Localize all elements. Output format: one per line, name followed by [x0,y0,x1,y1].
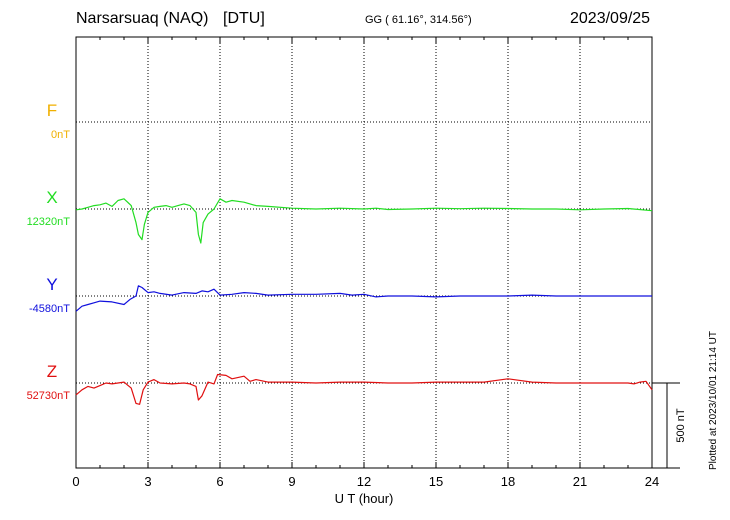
plot-date: 2023/09/25 [570,10,651,27]
x-tick-label: 9 [288,474,295,489]
station-coordinates: GG ( 61.16°, 314.56°) [365,14,472,26]
x-tick-label: 24 [645,474,659,489]
series-line-x [75,198,653,244]
x-tick-label: 21 [573,474,587,489]
channel-baseline-z: 52730nT [27,390,71,402]
channel-label-y: Y [46,275,57,294]
x-axis-label: U T (hour) [335,491,394,506]
channel-baseline-f: 0nT [51,129,70,141]
x-tick-label: 3 [144,474,151,489]
channel-label-x: X [46,188,57,207]
x-tick-label: 0 [72,474,79,489]
series-line-y [75,285,652,312]
x-tick-label: 12 [357,474,371,489]
channel-baseline-y: -4580nT [29,303,70,315]
x-tick-label: 15 [429,474,443,489]
series-line-z [75,373,653,405]
channel-baseline-x: 12320nT [27,216,71,228]
scale-bar-label: 500 nT [675,408,687,443]
channel-label-f: F [47,101,57,120]
plotted-at-stamp: Plotted at 2023/10/01 21:14 UT [708,331,719,470]
institute-label: [DTU] [223,10,265,27]
x-tick-label: 6 [216,474,223,489]
station-title: Narsarsuaq (NAQ) [76,10,209,27]
channel-label-z: Z [47,362,57,381]
x-tick-label: 18 [501,474,515,489]
